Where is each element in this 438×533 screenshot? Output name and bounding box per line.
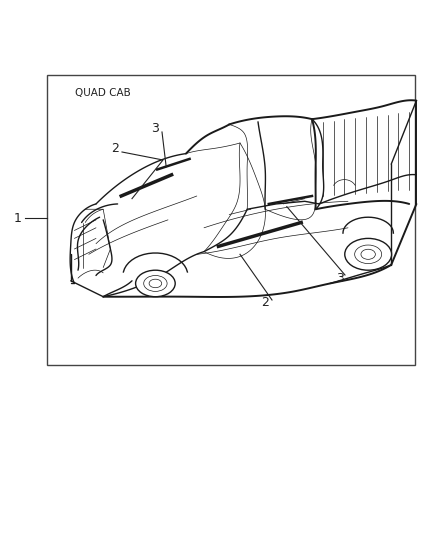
Text: 2: 2 (261, 296, 269, 310)
Ellipse shape (136, 270, 175, 297)
Ellipse shape (149, 279, 162, 288)
Bar (47, 75, 415, 365)
Text: 1: 1 (14, 212, 22, 224)
Text: 2: 2 (111, 141, 119, 155)
Text: QUAD CAB: QUAD CAB (75, 88, 131, 98)
Text: 3: 3 (336, 271, 344, 285)
Text: 3: 3 (151, 122, 159, 134)
Ellipse shape (345, 238, 392, 270)
Ellipse shape (355, 245, 381, 264)
Ellipse shape (144, 276, 167, 292)
Ellipse shape (361, 249, 375, 260)
